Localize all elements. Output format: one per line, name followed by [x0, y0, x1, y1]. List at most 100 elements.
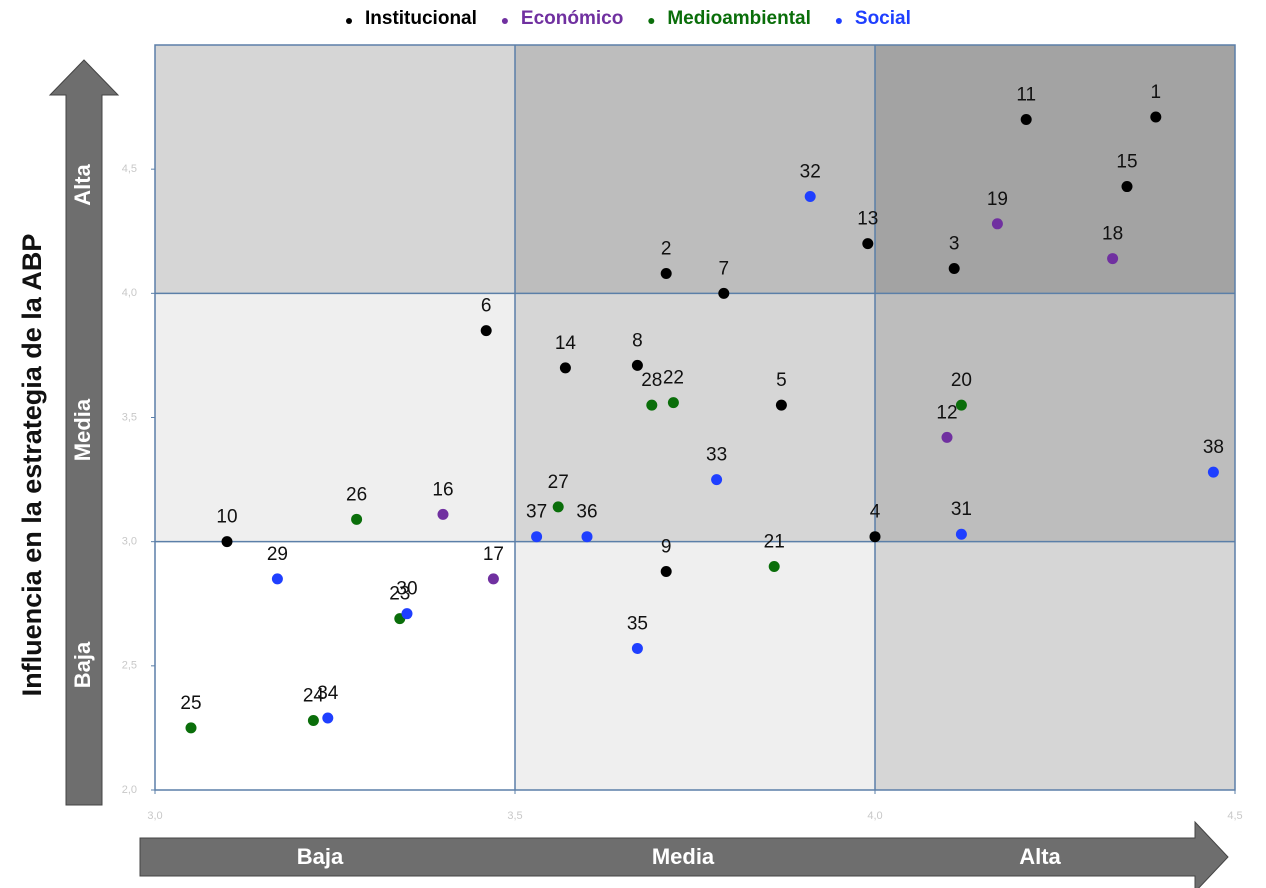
legend-label: Institucional: [365, 8, 477, 29]
point-label: 33: [706, 445, 727, 466]
point: [559, 362, 571, 374]
point-label: 28: [641, 370, 662, 391]
point-label: 6: [481, 296, 492, 317]
point: [351, 513, 363, 525]
point: [775, 399, 787, 411]
y-arrow: [48, 59, 120, 806]
point-label: 26: [346, 484, 367, 505]
point-label: 13: [857, 209, 878, 230]
y-axis-title: Influencia en la estrategia de la ABP: [17, 234, 47, 697]
legend: Institucional Económico Medioambiental Soci…: [346, 8, 911, 29]
point: [531, 531, 543, 543]
point: [646, 399, 658, 411]
point-label: 3: [949, 234, 960, 255]
x-tick-label: 3,5: [507, 810, 522, 822]
point: [437, 508, 449, 520]
point-label: 31: [951, 499, 972, 520]
point-label: 23: [389, 584, 410, 605]
point: [1121, 181, 1133, 193]
point-label: 35: [627, 613, 648, 634]
legend-marker: [501, 18, 508, 24]
point-label: 30: [396, 579, 417, 600]
point-label: 9: [661, 536, 672, 557]
y-level: Alta: [70, 163, 95, 205]
point-label: 37: [526, 502, 547, 523]
point: [991, 218, 1003, 230]
point-label: 17: [483, 544, 504, 565]
point: [401, 608, 413, 620]
x-arrow: [139, 820, 1229, 888]
point-label: 12: [936, 402, 957, 423]
y-level: Baja: [70, 641, 95, 688]
point-label: 7: [719, 258, 730, 279]
point: [804, 190, 816, 202]
y-tick-label: 3,0: [122, 536, 137, 548]
quadrant: [875, 541, 1235, 790]
legend-marker: [346, 18, 352, 24]
point: [955, 528, 967, 540]
point-label: 27: [548, 472, 569, 493]
point: [631, 359, 643, 371]
point: [660, 267, 672, 279]
point: [1150, 111, 1162, 123]
y-tick-label: 2,0: [122, 784, 137, 796]
legend-label: Social: [855, 8, 911, 29]
point: [487, 573, 499, 585]
point: [631, 642, 643, 654]
point-label: 19: [987, 189, 1008, 210]
point-label: 21: [764, 532, 785, 553]
point: [307, 714, 319, 726]
point-label: 24: [303, 685, 325, 706]
quadrant: [875, 45, 1235, 294]
point-label: 2: [661, 238, 672, 259]
y-tick-label: 4,0: [122, 287, 137, 299]
point: [221, 536, 233, 548]
point-label: 4: [870, 502, 881, 523]
point-label: 22: [663, 368, 684, 389]
point: [667, 397, 679, 409]
point: [869, 531, 881, 543]
quadrant: [155, 541, 515, 790]
point: [660, 565, 672, 577]
point-label: 32: [800, 161, 821, 182]
point-label: 36: [576, 502, 597, 523]
point: [322, 712, 334, 724]
point: [955, 399, 967, 411]
y-tick-label: 2,5: [122, 660, 137, 672]
quadrant: [875, 293, 1235, 542]
legend-label: Económico: [521, 8, 623, 29]
quadrant: [515, 293, 875, 542]
y-tick-label: 3,5: [122, 411, 137, 423]
point-label: 38: [1203, 437, 1224, 458]
point-label: 14: [555, 333, 577, 354]
point: [948, 263, 960, 274]
quadrant: [515, 45, 875, 294]
point: [941, 431, 953, 443]
quadrant: [155, 293, 515, 542]
legend-label: Medioambiental: [667, 8, 811, 29]
point-label: 16: [432, 479, 453, 500]
point-label: 20: [951, 370, 972, 391]
x-tick-label: 4,0: [867, 810, 882, 822]
point: [271, 573, 283, 585]
point-label: 34: [317, 683, 339, 704]
point: [1020, 114, 1032, 125]
point: [185, 722, 197, 734]
point: [552, 501, 564, 513]
point: [711, 474, 723, 486]
point-label: 25: [180, 693, 201, 714]
point-label: 29: [267, 544, 288, 565]
legend-marker: [835, 18, 842, 24]
point: [718, 287, 730, 299]
plot-background: [154, 44, 1236, 791]
point: [1107, 253, 1119, 265]
x-level: Alta: [1019, 844, 1061, 869]
quadrant: [515, 541, 875, 790]
x-tick-label: 3,0: [147, 810, 162, 822]
point-label: 5: [776, 370, 787, 391]
point: [862, 238, 874, 250]
y-tick-label: 4,5: [122, 163, 137, 175]
point-label: 10: [216, 507, 237, 528]
point: [581, 531, 593, 543]
